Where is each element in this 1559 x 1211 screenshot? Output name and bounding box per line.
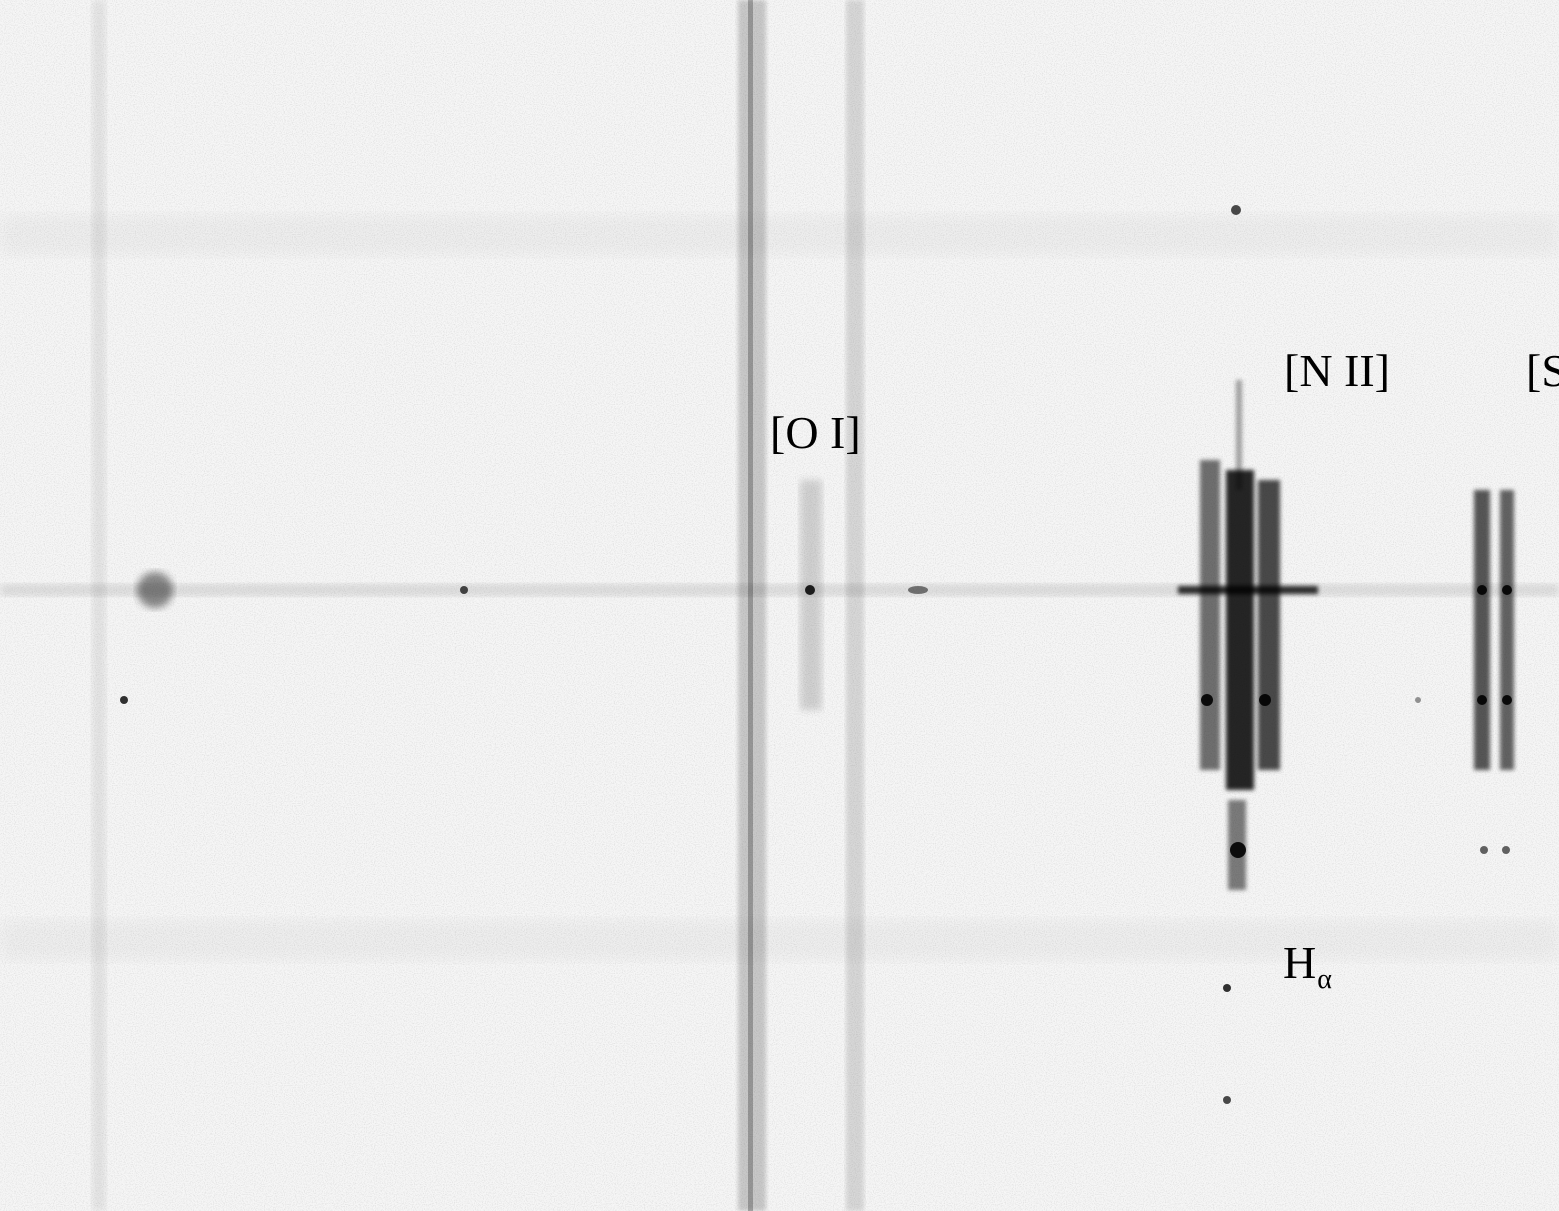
sii-knot — [1502, 846, 1510, 854]
sky-line — [92, 0, 106, 1211]
oi-knot — [805, 585, 815, 595]
halpha-knot — [1223, 1096, 1231, 1104]
sii-knot — [1477, 695, 1487, 705]
label-oi: [O I] — [770, 407, 861, 458]
oi-knot — [908, 586, 928, 594]
source-blob — [137, 572, 173, 608]
sii-knot — [1502, 585, 1512, 595]
halpha-knot — [1230, 842, 1246, 858]
source-dot — [120, 696, 128, 704]
label-h-alpha-sub: α — [1317, 964, 1332, 995]
halpha-knot — [1201, 694, 1213, 706]
halpha-knot — [1259, 694, 1271, 706]
sii-knot — [1415, 697, 1421, 703]
sky-line — [738, 0, 766, 1211]
source-dot — [460, 586, 468, 594]
sky-line — [748, 0, 753, 1211]
halpha-knot — [1223, 984, 1231, 992]
label-nii: [N II] — [1284, 345, 1390, 396]
label-h-alpha-main: H — [1283, 937, 1317, 988]
oi-line — [800, 480, 822, 710]
label-h-alpha: Hα — [1283, 937, 1332, 994]
halpha-knot — [1231, 205, 1241, 215]
sii-knot — [1502, 695, 1512, 705]
sii-knot — [1477, 585, 1487, 595]
label-sii: [S — [1526, 345, 1559, 396]
sky-band — [0, 215, 1559, 255]
continuum — [0, 584, 1559, 596]
sii-knot — [1480, 846, 1488, 854]
sky-line — [846, 0, 864, 1211]
